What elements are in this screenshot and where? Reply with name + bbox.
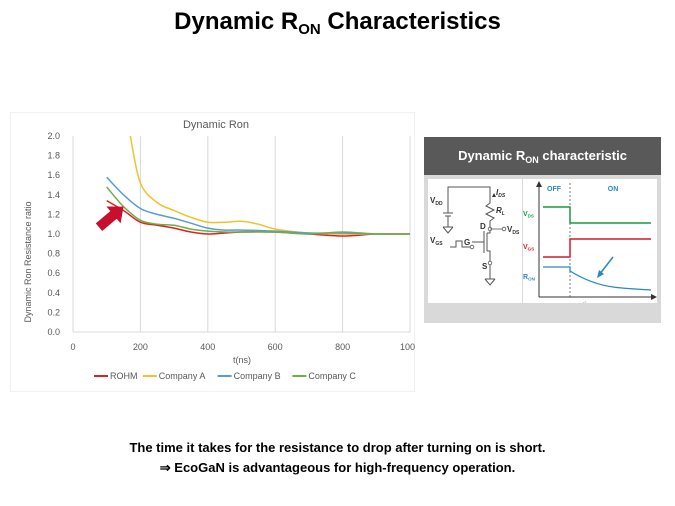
vds-waveform [543,206,651,224]
series-line-company-b [106,176,411,235]
test-circuit-diagram: VDD IDS RL D VDS VGS G S [428,179,522,303]
series-line-company-a [129,135,410,235]
svg-text:Company A: Company A [159,371,206,381]
x-tick-label: 800 [335,342,350,352]
x-tick-label: 1000 [400,342,415,352]
ids-label: IDS [496,188,506,199]
y-tick-label: 0.0 [47,327,60,337]
legend-item: ROHM [94,371,138,381]
gate-label: G [464,238,470,247]
annotation-arrow [95,206,124,231]
legend-item: Company C [292,371,356,381]
y-axis-label: Dynamic Ron Resistance ratio [23,201,33,322]
y-tick-label: 0.2 [47,307,60,317]
y-tick-label: 0.6 [47,268,60,278]
time-axis-label: time [583,302,596,303]
timing-vgs-label: VGS [523,244,534,252]
svg-text:Company B: Company B [234,371,281,381]
caption: The time it takes for the resistance to … [0,438,675,478]
x-tick-label: 600 [268,342,283,352]
y-tick-label: 1.8 [47,151,60,161]
y-tick-label: 1.2 [47,209,60,219]
ron-waveform [543,266,652,291]
svg-text:ROHM: ROHM [110,371,138,381]
page-title: Dynamic RON Characteristics [174,8,501,38]
x-tick-label: 400 [200,342,215,352]
drain-label: D [480,222,486,231]
chart-title: Dynamic Ron [183,119,249,131]
y-tick-label: 2.0 [47,131,60,141]
timing-waveform-diagram: OFF ON VDS VGS RON time [523,179,657,303]
vgs-label: VGS [430,236,443,247]
y-tick-label: 0.8 [47,249,60,259]
legend-item: Company B [217,371,281,381]
y-tick-label: 1.0 [47,229,60,239]
rl-label: RL [496,206,505,217]
source-label: S [482,262,488,271]
y-tick-label: 0.4 [47,288,60,298]
x-tick-label: 200 [133,342,148,352]
y-tick-label: 1.6 [47,170,60,180]
x-axis-label: t(ns) [233,355,251,365]
y-tick-label: 1.4 [47,190,60,200]
vds-label: VDS [507,225,520,236]
series-line-rohm [106,200,411,237]
svg-text:Company C: Company C [308,371,356,381]
timing-vds-label: VDS [523,211,534,219]
caption-line-1: The time it takes for the resistance to … [129,440,546,455]
diagram-header: Dynamic RON characteristic [424,137,661,175]
dynamic-ron-diagram-panel: Dynamic RON characteristic [424,137,661,323]
off-label: OFF [547,186,562,193]
timing-ron-label: RON [523,274,535,282]
x-tick-label: 0 [70,342,75,352]
dynamic-ron-chart: Dynamic Ron 0.0 0.2 0.4 0.6 0.8 1.0 1.2 1.4 1.6 1… [10,112,415,392]
vgs-waveform [543,238,651,258]
legend-item: Company A [142,371,206,381]
caption-line-2: ⇒ EcoGaN is advantageous for high-freque… [159,460,516,475]
on-label: ON [608,186,619,193]
vdd-label: VDD [430,196,443,207]
series-line-company-c [106,186,411,235]
